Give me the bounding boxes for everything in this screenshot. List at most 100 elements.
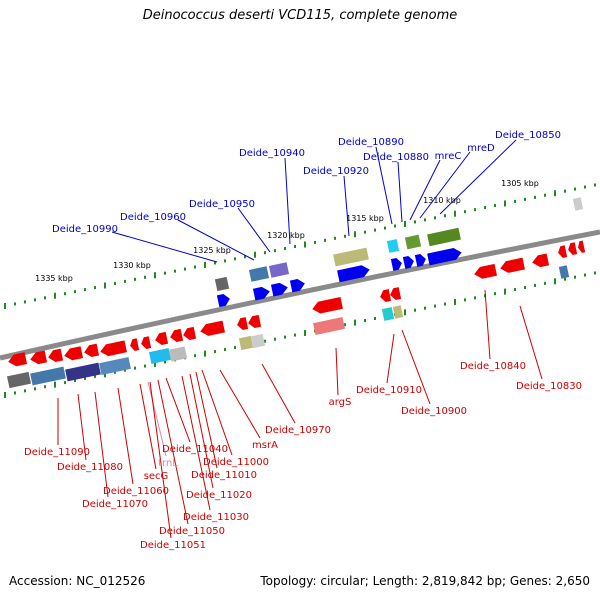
gene-label-deide-11050: Deide_11050: [159, 526, 225, 537]
reverse-gene-arrow: [474, 263, 498, 279]
inner-track-tick: [54, 381, 56, 388]
outer-track-tick: [464, 210, 466, 214]
outer-track-tick: [54, 292, 56, 299]
gene-label-deide-11000: Deide_11000: [203, 457, 269, 468]
forward-gene-arrow: [402, 256, 414, 269]
gene-arrows: [6, 197, 586, 389]
reverse-gene-arrow: [312, 297, 343, 314]
reverse-gene-arrow: [578, 240, 586, 253]
reverse-gene-arrow: [130, 338, 140, 351]
forward-protein-box: [248, 266, 270, 282]
outer-track-tick: [74, 290, 76, 294]
forward-protein-box: [572, 197, 584, 211]
reverse-gene-arrow: [500, 257, 525, 273]
deide-11080-leader: [77, 393, 87, 461]
deide-10830-leader: [519, 305, 543, 380]
mred-leader: [419, 151, 471, 219]
gene-label-deide-10990: Deide_10990: [52, 224, 118, 235]
gene-label-deide-11060: Deide_11060: [103, 486, 169, 497]
outer-track-tick: [324, 238, 326, 242]
outer-track-tick: [344, 234, 346, 238]
reverse-protein-box: [381, 307, 395, 321]
reverse-gene-arrow: [237, 317, 249, 330]
reverse-gene-arrow: [380, 289, 392, 302]
outer-track-tick: [544, 193, 546, 197]
reverse-gene-arrow: [558, 245, 568, 258]
gene-label-args: argS: [329, 397, 352, 408]
inner-track-tick: [204, 350, 206, 357]
reverse-gene-arrow: [568, 242, 578, 255]
inner-track-tick: [454, 298, 456, 305]
outer-track-tick: [494, 204, 496, 208]
outer-track-tick: [294, 245, 296, 249]
genome-backbone: [0, 229, 600, 361]
gene-label-trnl: trnL: [158, 458, 178, 469]
deide-10920-leader: [343, 175, 350, 237]
gene-label-deide-10880: Deide_10880: [363, 152, 429, 163]
reverse-protein-box: [558, 265, 570, 279]
reverse-gene-arrow: [155, 331, 169, 345]
deide-10880-leader: [397, 161, 403, 223]
reverse-gene-arrow: [64, 346, 84, 361]
inner-track-tick: [444, 302, 446, 306]
kbp-mark-1305-kbp: 1305 kbp: [501, 179, 539, 188]
reverse-protein-box: [65, 362, 101, 382]
reverse-protein-box: [168, 346, 188, 362]
inner-track-tick: [544, 281, 546, 285]
outer-track-tick: [274, 249, 276, 253]
forward-gene-arrow: [216, 294, 230, 308]
inner-track-tick: [524, 285, 526, 289]
figure-title: Deinococcus deserti VCD115, complete gen…: [142, 8, 458, 23]
outer-track-tick: [514, 199, 516, 203]
kbp-mark-1320-kbp: 1320 kbp: [267, 231, 305, 240]
inner-track-tick: [224, 348, 226, 352]
inner-track-tick: [504, 288, 506, 295]
outer-track-tick: [524, 197, 526, 201]
inner-track-tick: [4, 392, 6, 398]
deide-11000-leader: [201, 369, 233, 456]
kbp-mark-1325-kbp: 1325 kbp: [193, 246, 231, 255]
inner-track-tick: [464, 298, 466, 302]
outer-track-tick: [384, 226, 386, 230]
deide-11070-leader: [94, 391, 109, 498]
outer-track-tick: [314, 240, 316, 244]
gene-label-deide-11090: Deide_11090: [24, 447, 90, 458]
deide-11020-leader: [189, 373, 214, 489]
deide-10850-leader: [439, 139, 517, 215]
gene-label-deide-11040: Deide_11040: [162, 444, 228, 455]
inner-track-tick: [364, 319, 366, 323]
forward-protein-box: [427, 227, 461, 247]
outer-track-tick: [574, 187, 576, 191]
reverse-gene-arrow: [8, 352, 28, 367]
forward-protein-box: [268, 262, 290, 278]
outer-track-tick: [454, 210, 456, 217]
gene-label-deide-10920: Deide_10920: [303, 166, 369, 177]
reverse-gene-arrow: [30, 350, 48, 365]
label-leaders: [57, 139, 543, 539]
outer-track-tick: [334, 236, 336, 240]
outer-track-tick: [304, 241, 306, 248]
gene-label-deide-10900: Deide_10900: [401, 406, 467, 417]
msra-leader: [219, 369, 261, 439]
gene-label-deide-11010: Deide_11010: [191, 470, 257, 481]
forward-gene-arrow: [270, 282, 288, 297]
inner-track-tick: [574, 275, 576, 279]
outer-track-tick: [424, 218, 426, 222]
inner-track-tick: [434, 304, 436, 308]
inner-track-tick: [564, 277, 566, 281]
inner-track-tick: [584, 273, 586, 277]
gene-label-deide-11051: Deide_11051: [140, 540, 206, 551]
inner-track-tick: [74, 379, 76, 383]
reverse-gene-arrow: [141, 336, 152, 349]
secg-leader: [139, 383, 157, 470]
deide-11060-leader: [117, 387, 134, 485]
kbp-scale: 1305 kbp 1310 kbp 1315 kbp 1320 kbp 1325 kbp…: [35, 179, 539, 283]
outer-track-tick: [214, 261, 216, 265]
reverse-protein-box: [238, 335, 254, 351]
reverse-gene-arrow: [183, 326, 197, 340]
inner-track-tick: [164, 360, 166, 364]
reverse-protein-box: [392, 305, 404, 319]
inner-track-tick: [194, 354, 196, 358]
outer-track-tick: [164, 271, 166, 275]
